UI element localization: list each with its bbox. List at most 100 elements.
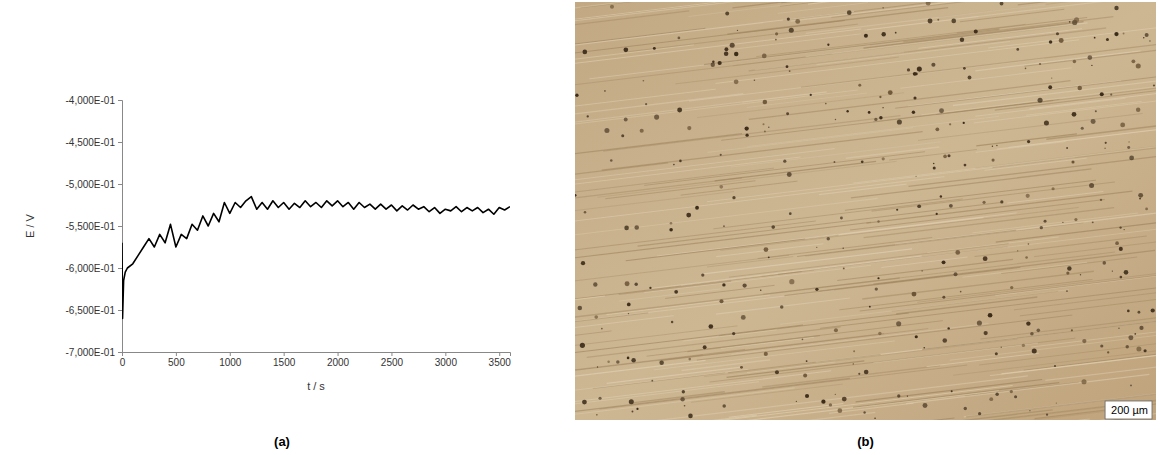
micrograph-spot <box>858 84 861 87</box>
micrograph-spot <box>1025 68 1027 70</box>
micrograph-streak <box>683 330 776 341</box>
micrograph-spot <box>1067 266 1071 270</box>
x-tick: 2500 <box>381 352 404 368</box>
micrograph-streak <box>575 360 706 376</box>
micrograph-streak <box>867 2 1156 30</box>
micrograph-spot <box>604 90 606 92</box>
x-tick-mark <box>122 352 123 356</box>
micrograph-streak <box>853 383 1059 408</box>
micrograph-spot <box>575 94 578 97</box>
micrograph-spot <box>926 2 931 6</box>
micrograph-streak <box>716 298 850 314</box>
micrograph-streak <box>575 149 835 190</box>
micrograph-streak <box>575 11 689 30</box>
micrograph-spot <box>640 129 644 133</box>
micrograph-spot <box>1054 365 1056 367</box>
y-tick-mark <box>118 184 122 185</box>
micrograph-spot <box>594 315 598 319</box>
x-tick-label: 1000 <box>219 357 242 368</box>
y-tick-label: -5,000E-01 <box>66 179 116 190</box>
micrograph-spot <box>682 390 685 393</box>
micrograph-spot <box>992 145 993 146</box>
micrograph-spot <box>786 65 789 68</box>
x-tick-label: 3000 <box>435 357 458 368</box>
micrograph-streak <box>1045 362 1156 380</box>
micrograph-streak <box>903 17 1113 42</box>
micrograph-streak <box>975 51 1140 71</box>
micrograph-spot <box>1028 243 1030 245</box>
micrograph-spot <box>1115 241 1119 245</box>
micrograph-spot <box>1136 107 1140 111</box>
micrograph-spot <box>701 273 704 276</box>
micrograph-streak <box>575 278 900 323</box>
micrograph-streak <box>575 349 745 380</box>
micrograph-spot <box>1077 86 1082 91</box>
micrograph-streak <box>665 285 774 298</box>
micrograph-spot <box>1066 290 1068 292</box>
micrograph-streak <box>721 337 814 348</box>
micrograph-streak <box>1031 307 1156 347</box>
micrograph-streak <box>575 94 743 123</box>
micrograph-streak <box>713 199 962 229</box>
micrograph-streak <box>1001 257 1137 273</box>
micrograph-streak <box>681 274 778 286</box>
micrograph-spot <box>1127 146 1130 149</box>
micrograph-streak <box>575 272 802 302</box>
micrograph-spot <box>723 225 725 227</box>
micrograph-spot <box>1118 328 1119 329</box>
x-tick: 1000 <box>219 352 242 368</box>
micrograph-spot <box>875 287 878 290</box>
micrograph-streak <box>896 297 1037 314</box>
micrograph-spot <box>907 395 908 396</box>
micrograph-spot <box>861 160 864 163</box>
micrograph-spot <box>629 399 634 404</box>
micrograph-streak <box>1024 354 1156 370</box>
micrograph-spot <box>1048 85 1052 89</box>
micrograph-spot <box>1114 6 1118 10</box>
micrograph-streak <box>719 313 909 336</box>
micrograph-spot <box>868 111 871 114</box>
micrograph-spot <box>763 100 768 105</box>
micrograph-spot <box>983 201 986 204</box>
micrograph-spot <box>593 282 597 286</box>
micrograph-spot <box>703 345 707 349</box>
micrograph-spot <box>732 196 735 199</box>
micrograph-streak <box>749 81 1071 120</box>
micrograph-spot <box>632 411 634 413</box>
micrograph-spot <box>789 70 791 72</box>
micrograph-spot <box>677 108 682 113</box>
micrograph-spot <box>1088 55 1093 60</box>
potential-line <box>122 197 510 319</box>
micrograph-spot <box>670 222 673 225</box>
micrograph-spot <box>674 290 678 294</box>
y-tick: -7,000E-01 <box>66 347 122 358</box>
x-tick-mark <box>499 352 500 356</box>
micrograph-streak <box>691 384 843 402</box>
micrograph-spot <box>1153 84 1155 86</box>
micrograph-spot <box>1027 140 1030 143</box>
micrograph-spot <box>947 327 949 329</box>
micrograph-spot <box>624 118 628 122</box>
micrograph-spot <box>913 72 917 76</box>
micrograph-spot <box>775 32 778 35</box>
micrograph-streak <box>846 147 940 158</box>
micrograph-streak <box>976 134 1077 146</box>
micrograph-streak <box>1018 2 1124 5</box>
micrograph-spot <box>1071 160 1074 163</box>
micrograph-spot <box>951 19 956 24</box>
micrograph-spot <box>1138 193 1143 198</box>
micrograph-streak <box>575 255 789 287</box>
micrograph-spot <box>853 363 854 364</box>
micrograph-spot <box>789 279 794 284</box>
micrograph-streak <box>733 25 1077 66</box>
micrograph-streak <box>678 412 875 420</box>
micrograph-spot <box>1081 127 1084 130</box>
micrograph-spot <box>897 394 900 397</box>
micrograph-spot <box>896 209 898 211</box>
micrograph-spot <box>881 32 885 36</box>
micrograph-spot <box>1000 200 1003 203</box>
micrograph-streak <box>732 2 892 8</box>
scale-bar-box <box>1105 401 1152 419</box>
micrograph-streak <box>689 2 1040 16</box>
micrograph-spot <box>578 306 583 311</box>
